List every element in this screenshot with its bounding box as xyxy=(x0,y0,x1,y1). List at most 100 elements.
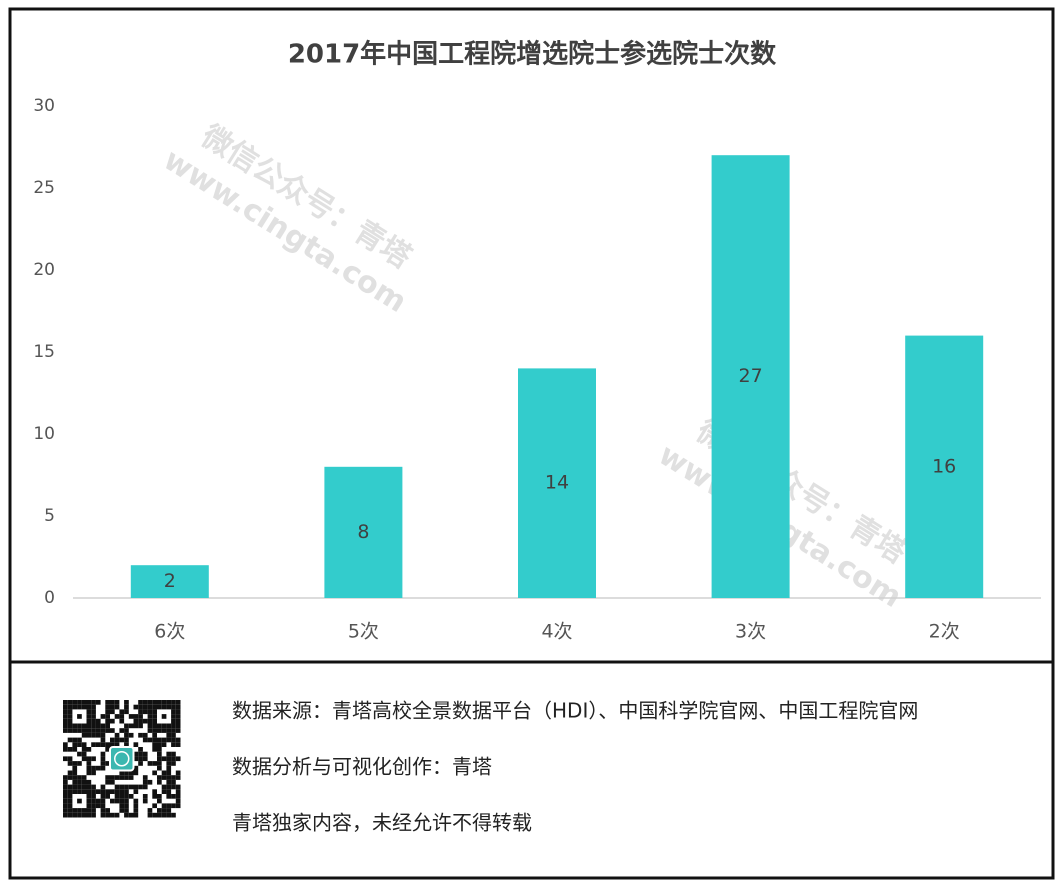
qr-module xyxy=(105,714,110,719)
qr-module xyxy=(72,775,78,780)
qr-module xyxy=(138,732,143,738)
qr-module xyxy=(67,803,73,809)
qr-module xyxy=(166,761,172,766)
qr-module xyxy=(147,761,153,766)
qr-module xyxy=(86,700,92,705)
qr-module xyxy=(142,737,148,743)
qr-module xyxy=(105,812,110,818)
qr-module xyxy=(147,737,153,743)
qr-module xyxy=(124,808,129,813)
qr-module xyxy=(147,700,153,705)
qr-module xyxy=(138,751,143,757)
qr-module xyxy=(95,798,101,804)
qr-logo-mark xyxy=(114,751,130,767)
qr-module xyxy=(175,798,181,804)
qr-module xyxy=(105,761,110,766)
qr-module xyxy=(72,704,78,710)
qr-module xyxy=(72,737,78,743)
qr-module xyxy=(124,803,129,809)
y-tick-label: 20 xyxy=(33,260,55,280)
value-label: 2 xyxy=(164,570,176,592)
qr-module xyxy=(110,779,115,785)
qr-module xyxy=(133,812,139,818)
qr-module xyxy=(124,775,129,780)
qr-module xyxy=(157,808,162,813)
qr-module xyxy=(175,784,181,790)
qr-module xyxy=(91,789,96,794)
qr-module xyxy=(152,770,157,776)
qr-module xyxy=(105,789,110,794)
qr-module xyxy=(63,700,68,705)
qr-module xyxy=(110,775,115,780)
value-label: 16 xyxy=(932,455,956,477)
qr-module xyxy=(95,803,101,809)
qr-module xyxy=(166,765,172,771)
qr-module xyxy=(110,700,115,705)
qr-module xyxy=(124,798,129,804)
qr-module xyxy=(86,747,92,752)
qr-module xyxy=(114,732,120,738)
qr-module xyxy=(67,812,73,818)
qr-module xyxy=(86,728,92,733)
qr-module xyxy=(138,718,143,724)
qr-module xyxy=(128,723,134,729)
qr-module xyxy=(152,709,157,715)
qr-module xyxy=(100,732,106,738)
x-tick-label: 4次 xyxy=(541,621,572,643)
qr-module xyxy=(77,751,82,757)
qr-module xyxy=(63,718,68,724)
qr-module xyxy=(147,709,153,715)
qr-module xyxy=(175,704,181,710)
qr-module xyxy=(128,775,134,780)
qr-module xyxy=(147,812,153,818)
qr-module xyxy=(171,709,176,715)
qr-module xyxy=(67,770,73,776)
qr-module xyxy=(72,742,78,747)
qr-module xyxy=(175,794,181,799)
qr-module xyxy=(161,789,167,794)
qr-module xyxy=(142,779,148,785)
qr-module xyxy=(142,718,148,724)
qr-module xyxy=(67,728,73,733)
qr-module xyxy=(77,714,82,719)
qr-module xyxy=(147,723,153,729)
qr-module xyxy=(91,784,96,790)
qr-module xyxy=(124,737,129,743)
qr-module xyxy=(77,784,82,790)
qr-module xyxy=(147,704,153,710)
qr-module xyxy=(67,789,73,794)
qr-module xyxy=(72,784,78,790)
qr-module xyxy=(63,747,68,752)
footer-line: 数据分析与可视化创作：青塔 xyxy=(232,755,492,779)
qr-module xyxy=(119,709,125,715)
qr-module xyxy=(114,794,120,799)
qr-module xyxy=(175,728,181,733)
qr-module xyxy=(119,718,125,724)
qr-module xyxy=(91,723,96,729)
qr-module xyxy=(124,812,129,818)
value-label: 27 xyxy=(739,365,763,387)
qr-module xyxy=(91,714,96,719)
qr-module xyxy=(110,789,115,794)
qr-module xyxy=(152,737,157,743)
qr-module xyxy=(81,723,87,729)
qr-module xyxy=(95,765,101,771)
qr-module xyxy=(128,784,134,790)
qr-module xyxy=(147,718,153,724)
bar xyxy=(711,155,790,598)
qr-module xyxy=(77,798,82,804)
qr-module xyxy=(166,784,172,790)
qr-module xyxy=(67,798,73,804)
qr-module xyxy=(72,700,78,705)
qr-module xyxy=(86,779,92,785)
qr-module xyxy=(133,756,139,762)
qr-module xyxy=(72,747,78,752)
bar xyxy=(518,368,596,598)
qr-module xyxy=(175,714,181,719)
qr-module xyxy=(175,789,181,794)
qr-module xyxy=(63,812,68,818)
footer-line: 数据来源：青塔高校全景数据平台（HDI）、中国科学院官网、中国工程院官网 xyxy=(232,699,918,723)
y-tick-label: 25 xyxy=(33,178,55,198)
qr-module xyxy=(171,742,176,747)
qr-module xyxy=(128,732,134,738)
